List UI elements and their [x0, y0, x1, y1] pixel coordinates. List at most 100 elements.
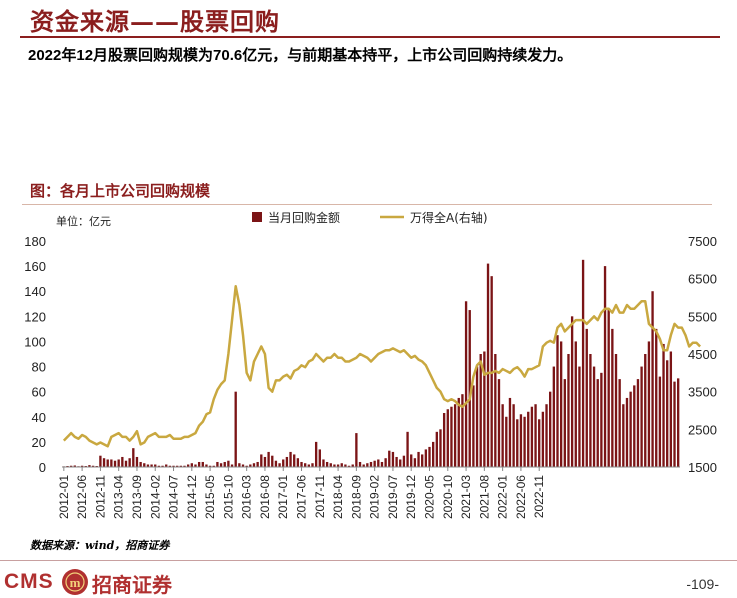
bar	[256, 461, 259, 467]
bar	[223, 461, 226, 467]
bar	[677, 378, 680, 467]
x-tick-label: 2017-01	[276, 475, 290, 519]
bar	[278, 463, 281, 467]
bar	[146, 464, 150, 467]
bar	[113, 460, 117, 467]
bar	[143, 463, 146, 467]
x-tick-label: 2016-03	[240, 475, 254, 519]
buyback-chart: 单位：亿元 当月回购金额 万得全A(右轴) 0 20 40 60 80 100 120 140 160…	[24, 210, 717, 519]
bar	[373, 460, 376, 467]
bar	[585, 328, 588, 467]
bar	[296, 458, 300, 467]
bar	[432, 441, 435, 467]
bar	[347, 465, 351, 467]
bar	[121, 456, 124, 467]
bar	[329, 463, 332, 467]
bar	[157, 465, 161, 467]
bar	[556, 335, 559, 467]
bar	[183, 465, 186, 467]
y-right-tick-label: 4500	[688, 347, 717, 362]
legend-label-bars: 当月回购金额	[268, 210, 340, 225]
y-left-tick-label: 40	[32, 410, 46, 425]
bar	[563, 379, 566, 467]
x-tick-label: 2020-05	[423, 475, 437, 519]
bar	[574, 341, 577, 467]
y-left-tick-label: 20	[32, 435, 46, 450]
bar	[567, 354, 570, 467]
bar	[102, 458, 106, 467]
bar	[399, 459, 402, 467]
bar	[238, 463, 241, 467]
bar	[234, 391, 237, 467]
x-tick-label: 2022-01	[496, 475, 510, 519]
bar	[358, 461, 362, 467]
bar	[446, 409, 449, 467]
bar	[80, 465, 84, 467]
bar	[589, 354, 592, 467]
bar	[293, 454, 296, 467]
bar	[124, 460, 128, 467]
bar	[479, 354, 482, 467]
bar	[245, 465, 248, 467]
bar	[559, 341, 563, 467]
x-tick-label: 2019-12	[404, 475, 418, 519]
bar	[647, 341, 651, 467]
bar	[629, 391, 632, 467]
y-right-tick-label: 3500	[688, 385, 717, 400]
bar	[362, 464, 365, 467]
chart-title: 图：各月上市公司回购规模	[30, 183, 211, 200]
bar	[494, 354, 497, 467]
bar	[417, 451, 420, 467]
bar	[186, 464, 190, 467]
bar	[132, 448, 135, 467]
bar	[530, 406, 534, 467]
bar	[527, 411, 530, 467]
x-tick-label: 2014-12	[185, 475, 199, 519]
bar	[230, 464, 234, 467]
bar	[519, 414, 523, 467]
y-left-tick-label: 80	[32, 360, 46, 375]
x-tick-label: 2018-04	[331, 475, 345, 519]
bar	[154, 464, 157, 467]
bar	[205, 464, 208, 467]
x-tick-label: 2012-11	[93, 475, 107, 518]
bar	[150, 464, 153, 467]
bar	[472, 385, 475, 467]
bar	[208, 465, 212, 467]
x-tick-label: 2012-01	[57, 475, 71, 519]
bar	[176, 465, 179, 467]
y-left-tick-label: 160	[24, 259, 46, 274]
bar	[578, 366, 581, 467]
bar	[666, 360, 669, 467]
x-tick-label: 2022-11	[532, 475, 546, 518]
bar	[212, 465, 215, 467]
bar	[391, 451, 395, 467]
bar	[333, 464, 336, 467]
line-series	[62, 284, 702, 448]
bar	[307, 464, 310, 467]
bar	[139, 461, 142, 467]
y-left-tick-label: 0	[39, 460, 46, 475]
chart-title-bar: 图：各月上市公司回购规模	[22, 176, 712, 205]
bar	[289, 451, 292, 467]
bar	[439, 429, 442, 467]
bar	[413, 458, 417, 467]
y-right-tick-label: 6500	[688, 272, 717, 287]
bar	[106, 459, 109, 467]
bar	[461, 394, 464, 467]
bar	[442, 413, 446, 467]
bar	[314, 441, 318, 467]
x-tick-label: 2013-04	[112, 475, 126, 519]
bar	[168, 465, 172, 467]
bar	[497, 379, 501, 467]
x-tick-label: 2021-03	[459, 475, 473, 519]
bar	[644, 354, 647, 467]
x-tick-label: 2014-02	[148, 475, 162, 519]
title-divider	[20, 36, 720, 38]
bar	[614, 354, 618, 467]
bar	[570, 316, 574, 467]
bar	[99, 455, 102, 467]
bar	[468, 310, 471, 467]
x-tick-label: 2014-07	[167, 475, 181, 519]
brand-name: 招商证券	[92, 573, 172, 597]
